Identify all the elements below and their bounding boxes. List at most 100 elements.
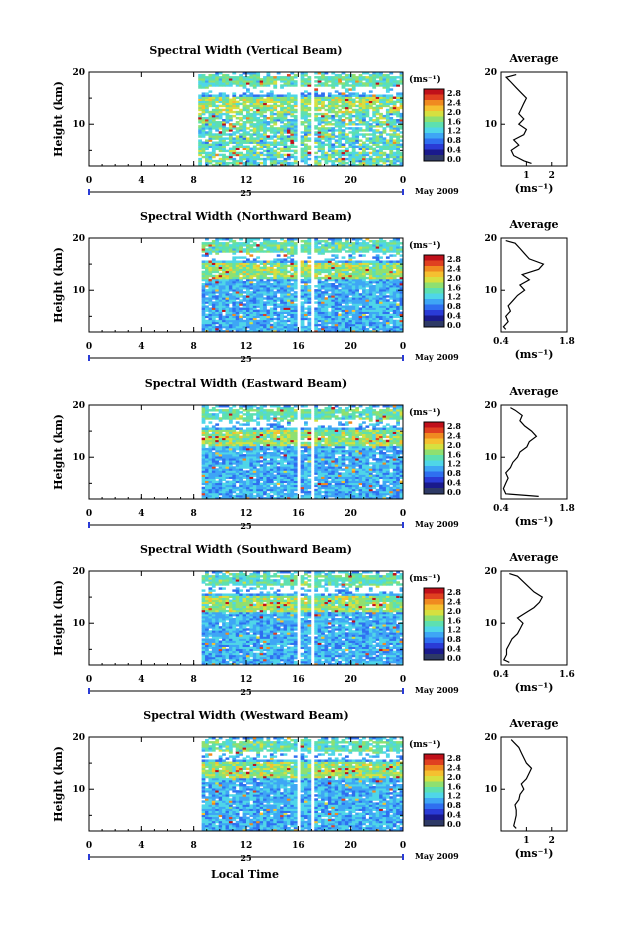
heatmap-cell [351, 311, 356, 315]
heatmap-cell [246, 470, 250, 473]
heatmap-cell [324, 96, 329, 99]
heatmap-cell [317, 112, 322, 116]
heatmap-cell [263, 131, 267, 134]
heatmap-cell [290, 143, 295, 146]
heatmap-cell [362, 96, 366, 99]
heatmap-cell [307, 311, 312, 315]
heatmap-cell [256, 246, 261, 249]
heatmap-cell [242, 86, 247, 89]
heatmap-cell [263, 264, 267, 268]
heatmap-cell [385, 110, 390, 114]
heatmap-cell [385, 325, 390, 329]
heatmap-cell [290, 125, 295, 128]
heatmap-cell [273, 309, 278, 312]
heatmap-cell [218, 161, 223, 165]
heatmap-cell [235, 287, 240, 290]
heatmap-cell [232, 248, 237, 251]
heatmap-cell [338, 125, 342, 128]
heatmap-cell [256, 98, 261, 102]
heatmap-cell [215, 327, 220, 331]
heatmap-cell [256, 157, 261, 161]
heatmap-cell [201, 293, 206, 296]
heatmap-cell [276, 297, 281, 300]
heatmap-cell [290, 137, 295, 140]
heatmap-cell [341, 264, 346, 268]
heatmap-cell [211, 141, 216, 144]
heatmap-cell [372, 98, 377, 102]
heatmap-cell [331, 254, 336, 257]
heatmap-cell [290, 321, 295, 325]
heatmap-cell [300, 262, 305, 265]
heatmap-cell [385, 155, 390, 159]
heatmap-cell [375, 313, 380, 317]
heatmap-cell [211, 443, 216, 447]
heatmap-cell [276, 155, 281, 159]
heatmap-cell [324, 123, 329, 126]
heatmap-cell [300, 78, 305, 81]
heatmap-cell [280, 149, 284, 153]
heatmap-cell [235, 135, 240, 138]
heatmap-cell [259, 260, 264, 263]
heatmap-cell [338, 264, 342, 268]
heatmap-cell [317, 252, 322, 255]
heatmap-cell [372, 94, 377, 97]
heatmap-cell [379, 157, 383, 161]
heatmap-cell [242, 319, 247, 323]
heatmap-cell [211, 454, 216, 457]
heatmap-cell [263, 293, 267, 296]
heatmap-cell [225, 242, 230, 245]
heatmap-cell [344, 244, 349, 247]
heatmap-cell [273, 123, 278, 126]
heatmap-cell [300, 123, 305, 126]
heatmap-cell [225, 435, 230, 439]
heatmap-cell [351, 291, 356, 294]
heatmap-cell [242, 94, 247, 97]
heatmap-cell [269, 307, 274, 310]
heatmap-cell [218, 474, 223, 477]
heatmap-cell [211, 470, 216, 473]
heatmap-cell [225, 106, 230, 110]
heatmap-cell [263, 287, 267, 290]
heatmap-cell [362, 272, 366, 276]
heatmap-cell [304, 157, 308, 161]
heatmap-cell [385, 285, 390, 288]
heatmap-cell [218, 466, 223, 469]
heatmap-cell [246, 248, 250, 251]
heatmap-cell [263, 274, 267, 278]
heatmap-cell [225, 496, 230, 500]
heatmap-cell [365, 137, 370, 140]
heatmap-cell [269, 125, 274, 128]
heatmap-cell [375, 94, 380, 97]
heatmap-cell [324, 287, 329, 290]
heatmap-cell [385, 157, 390, 161]
heatmap-cell [304, 110, 308, 114]
heatmap-cell [321, 106, 325, 110]
heatmap-cell [348, 260, 353, 263]
heatmap-cell [382, 287, 387, 290]
heatmap-cell [307, 102, 312, 106]
heatmap-cell [235, 121, 240, 124]
heatmap-cell [379, 244, 383, 247]
heatmap-cell [256, 110, 261, 114]
heatmap-cell [273, 295, 278, 298]
heatmap-cell [252, 297, 257, 300]
heatmap-cell [392, 254, 397, 257]
heatmap-cell [276, 242, 281, 245]
heatmap-cell [242, 303, 247, 306]
heatmap-cell [368, 244, 373, 247]
heatmap-cell [307, 100, 312, 104]
heatmap-cell [344, 104, 349, 108]
heatmap-cell [314, 238, 319, 241]
heatmap-cell [201, 242, 206, 245]
heatmap-cell [249, 295, 254, 298]
heatmap-cell [225, 319, 230, 323]
heatmap-cell [314, 248, 319, 251]
heatmap-cell [249, 327, 254, 331]
heatmap-cell [368, 137, 373, 140]
heatmap-cell [259, 248, 264, 251]
heatmap-cell [399, 106, 404, 110]
heatmap-cell [283, 264, 288, 268]
heatmap-cell [290, 84, 295, 87]
heatmap-cell [368, 311, 373, 315]
heatmap-cell [266, 242, 271, 245]
